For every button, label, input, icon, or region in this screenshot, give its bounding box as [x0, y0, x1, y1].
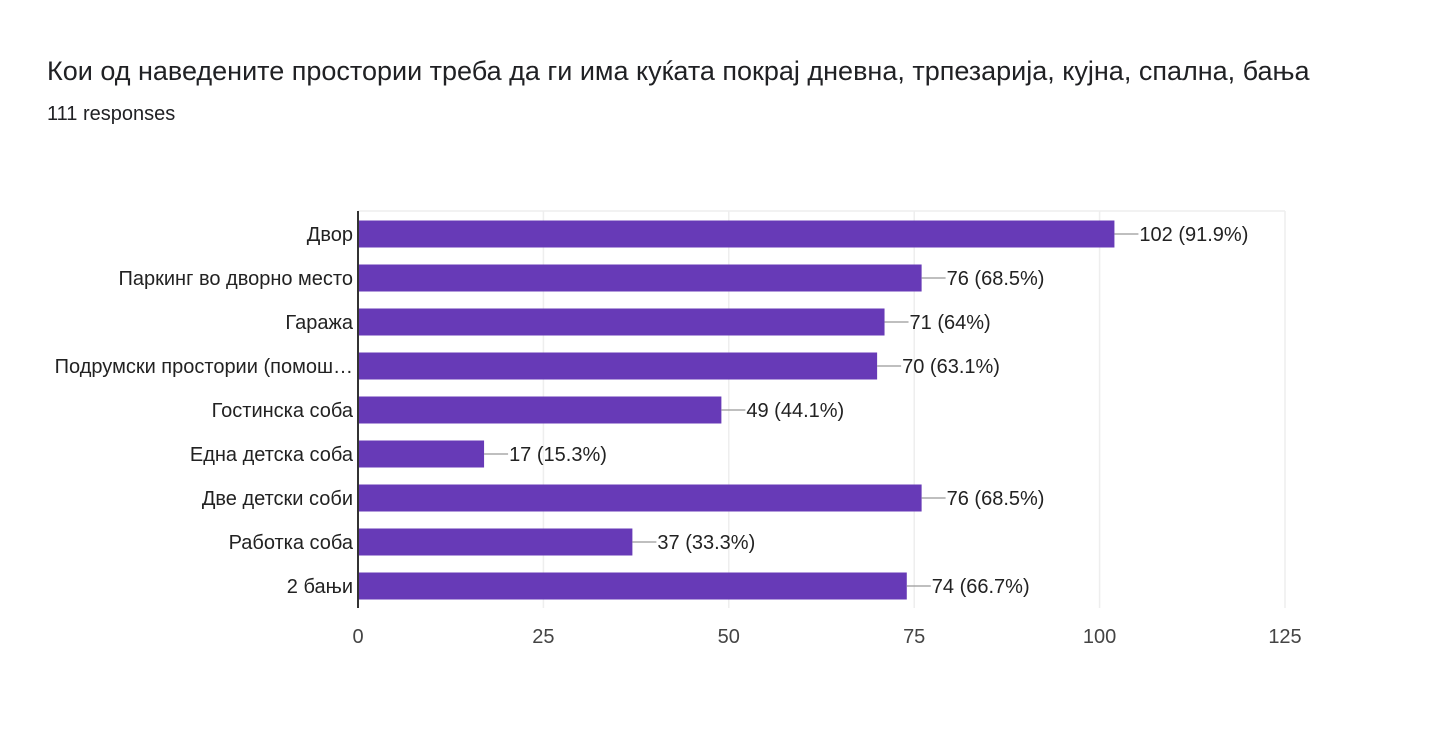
data-label: 76 (68.5%) [947, 268, 1045, 290]
bar [358, 396, 722, 424]
data-label: 37 (33.3%) [657, 532, 755, 554]
category-label: Паркинг во дворно место [119, 268, 354, 290]
data-label: 102 (91.9%) [1139, 224, 1248, 246]
response-count: 111 responses [47, 103, 176, 125]
x-tick-label: 25 [532, 626, 554, 648]
bar [358, 440, 485, 468]
category-label: Гостинска соба [212, 400, 354, 422]
data-label: 71 (64%) [910, 312, 991, 334]
x-tick-label: 50 [718, 626, 740, 648]
question-title: Кои од наведените простории треба да ги … [47, 56, 1310, 86]
bar [358, 352, 878, 380]
bar [358, 484, 922, 512]
data-label: 49 (44.1%) [746, 400, 844, 422]
data-label: 70 (63.1%) [902, 356, 1000, 378]
bar [358, 572, 907, 600]
category-label: Работка соба [229, 532, 354, 554]
category-label: 2 бањи [287, 576, 353, 598]
category-label: Подрумски простории (помош… [55, 356, 353, 378]
bar [358, 220, 1115, 248]
question-header: Кои од наведените простории треба да ги … [47, 46, 1387, 128]
bar [358, 308, 885, 336]
x-tick-label: 75 [903, 626, 925, 648]
data-label: 74 (66.7%) [932, 576, 1030, 598]
data-label: 76 (68.5%) [947, 488, 1045, 510]
bar [358, 528, 633, 556]
category-label: Гаража [285, 312, 353, 334]
category-label: Една детска соба [190, 444, 354, 466]
data-label: 17 (15.3%) [509, 444, 607, 466]
bar [358, 264, 922, 292]
x-tick-label: 125 [1268, 626, 1301, 648]
x-tick-label: 0 [352, 626, 363, 648]
x-tick-label: 100 [1083, 626, 1116, 648]
category-label: Две детски соби [202, 488, 353, 510]
category-label: Двор [307, 224, 353, 246]
